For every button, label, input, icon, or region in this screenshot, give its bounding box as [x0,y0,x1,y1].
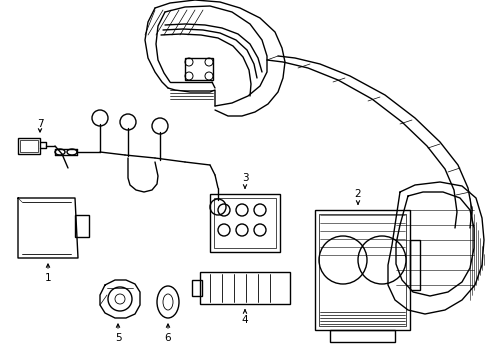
Text: 4: 4 [241,315,248,325]
Bar [209,194,280,252]
Bar [318,214,405,326]
Text: 7: 7 [37,119,43,129]
Bar [409,240,419,290]
Bar [75,215,89,237]
Bar [192,280,202,296]
Text: 2: 2 [354,189,361,199]
Bar [18,138,40,154]
Text: 3: 3 [241,173,248,183]
Bar [329,330,394,342]
Text: 1: 1 [44,273,51,283]
Bar [214,198,275,248]
Bar [184,58,213,80]
Bar [314,210,409,330]
Bar [200,272,289,304]
Text: 6: 6 [164,333,171,343]
Text: 5: 5 [115,333,121,343]
Bar [20,140,38,152]
